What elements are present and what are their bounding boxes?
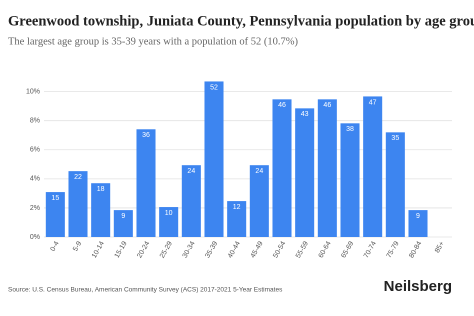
x-tick-label: 45-49 [250,240,265,259]
data-label: 15 [51,195,59,202]
data-label: 46 [323,102,331,109]
bar [385,132,405,237]
data-label: 38 [346,126,354,133]
bar [91,183,111,237]
x-tick-label: 5-9 [72,240,83,252]
data-label: 18 [97,186,105,193]
x-tick-label: 65-69 [340,240,355,259]
bar [317,99,337,237]
data-label: 24 [255,168,263,175]
y-tick-label: 10% [26,88,40,95]
x-tick-label: 20-24 [136,240,151,259]
data-label: 36 [142,132,150,139]
bar [249,165,269,237]
x-tick-label: 75-79 [386,240,401,259]
data-label: 9 [416,213,420,220]
bar [204,81,224,237]
x-tick-label: 40-44 [227,240,242,259]
y-tick-label: 2% [30,205,40,212]
x-tick-label: 15-19 [114,240,129,259]
x-tick-label: 50-54 [272,240,287,259]
bar [45,192,65,237]
data-label: 24 [187,168,195,175]
bar [181,165,201,237]
brand: Neilsberg [384,278,452,295]
bar [363,96,383,237]
data-label: 9 [121,213,125,220]
chart-subtitle: The largest age group is 35-39 years wit… [8,36,298,47]
data-label: 46 [278,102,286,109]
x-tick-label: 80-84 [408,240,423,259]
bar [408,210,428,237]
data-label: 12 [233,204,241,211]
x-tick-label: 70-74 [363,240,378,259]
bar [136,129,156,237]
y-tick-label: 6% [30,147,40,154]
bar [68,171,88,237]
y-tick-label: 4% [30,176,40,183]
bar [159,207,179,237]
bar [272,99,292,237]
bar [113,210,133,237]
x-tick-label: 55-59 [295,240,310,259]
data-label: 35 [391,135,399,142]
data-label: 22 [74,174,82,181]
y-tick-label: 8% [30,118,40,125]
data-label: 43 [301,111,309,118]
x-tick-label: 60-64 [318,240,333,259]
y-tick-label: 0% [30,234,40,241]
bar [227,201,247,237]
data-label: 47 [369,99,377,106]
x-tick-label: 35-39 [204,240,219,259]
x-tick-label: 30-34 [182,240,197,259]
x-tick-label: 10-14 [91,240,106,259]
data-label: 52 [210,84,218,91]
data-label: 10 [165,210,173,217]
x-tick-label: 0-4 [50,240,61,252]
bar [340,123,360,237]
source: Source: U.S. Census Bureau, American Com… [8,287,283,294]
x-tick-label: 85+ [434,240,446,254]
bar [295,108,315,237]
x-tick-label: 25-29 [159,240,174,259]
chart-title: Greenwood township, Juniata County, Penn… [8,13,474,29]
